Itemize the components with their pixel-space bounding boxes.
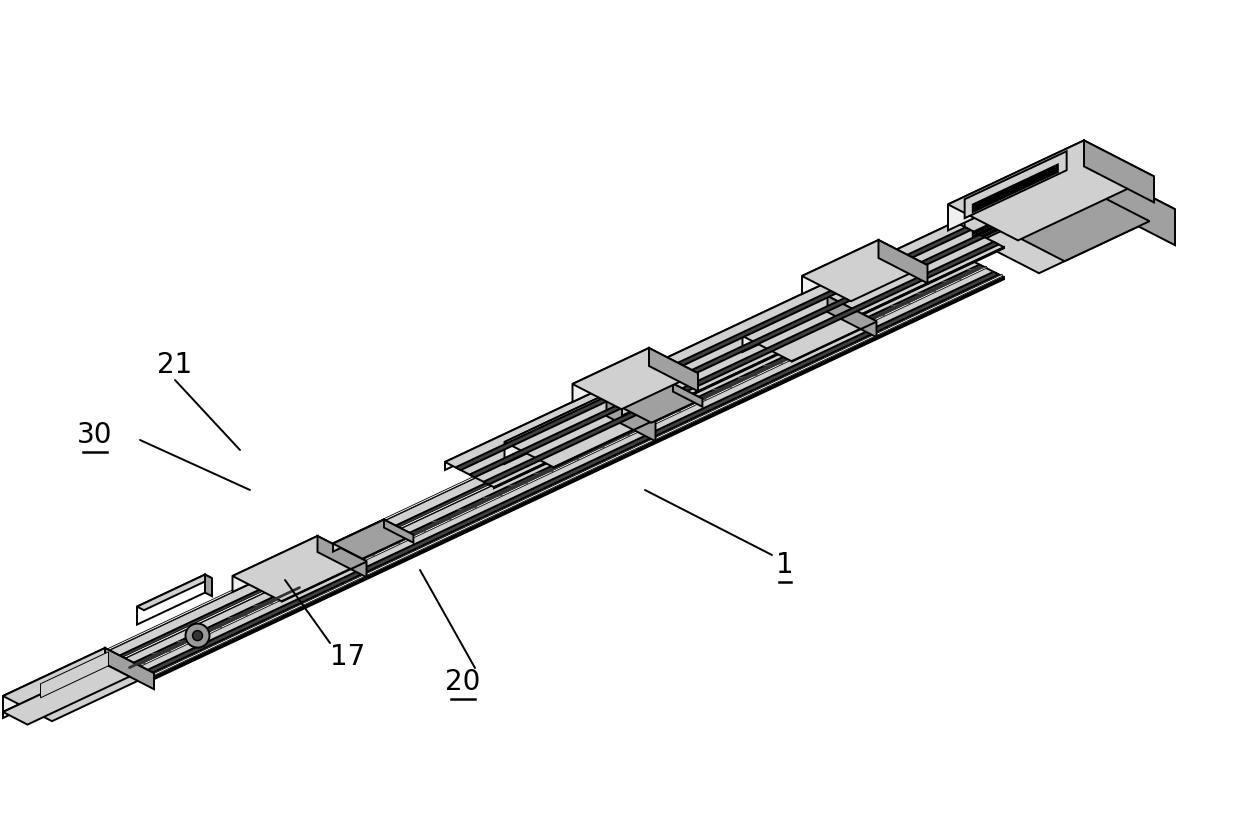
- Circle shape: [192, 631, 202, 641]
- Polygon shape: [802, 240, 928, 301]
- Polygon shape: [973, 164, 1058, 206]
- Polygon shape: [138, 574, 204, 625]
- Polygon shape: [973, 170, 1058, 212]
- Polygon shape: [154, 277, 1004, 679]
- Polygon shape: [317, 536, 367, 577]
- Polygon shape: [742, 296, 828, 352]
- Polygon shape: [742, 296, 876, 361]
- Polygon shape: [948, 163, 1175, 273]
- Polygon shape: [1084, 140, 1154, 203]
- Polygon shape: [445, 222, 955, 470]
- Polygon shape: [470, 235, 985, 477]
- Polygon shape: [948, 163, 1084, 262]
- Polygon shape: [483, 242, 999, 485]
- Polygon shape: [965, 151, 1067, 218]
- Polygon shape: [152, 274, 1002, 676]
- Polygon shape: [622, 383, 703, 422]
- Text: 30: 30: [77, 421, 113, 449]
- Polygon shape: [1084, 163, 1175, 245]
- Polygon shape: [965, 174, 1067, 248]
- Polygon shape: [233, 536, 317, 592]
- Circle shape: [186, 623, 209, 647]
- Polygon shape: [554, 419, 655, 468]
- Text: 20: 20: [445, 668, 481, 696]
- Polygon shape: [973, 196, 1058, 238]
- Polygon shape: [572, 348, 649, 402]
- Polygon shape: [130, 265, 985, 667]
- Polygon shape: [233, 536, 367, 601]
- Polygon shape: [974, 174, 1150, 261]
- Polygon shape: [973, 168, 1058, 209]
- Polygon shape: [572, 348, 698, 409]
- Polygon shape: [622, 383, 673, 416]
- Text: 1: 1: [776, 551, 794, 579]
- Polygon shape: [333, 520, 384, 552]
- Polygon shape: [649, 348, 698, 391]
- Polygon shape: [115, 257, 970, 660]
- Polygon shape: [504, 394, 607, 464]
- Polygon shape: [136, 266, 986, 668]
- Polygon shape: [973, 200, 1058, 242]
- Polygon shape: [792, 321, 876, 362]
- Polygon shape: [120, 258, 970, 660]
- Polygon shape: [948, 140, 1084, 231]
- Polygon shape: [504, 394, 655, 467]
- Polygon shape: [105, 648, 154, 689]
- Text: 17: 17: [331, 643, 366, 671]
- Polygon shape: [105, 252, 955, 660]
- Polygon shape: [41, 652, 109, 698]
- Polygon shape: [2, 664, 130, 725]
- Polygon shape: [673, 383, 703, 407]
- Polygon shape: [144, 271, 999, 675]
- Polygon shape: [456, 227, 970, 470]
- Polygon shape: [281, 561, 367, 603]
- Text: 21: 21: [157, 351, 192, 379]
- Polygon shape: [384, 520, 414, 543]
- Polygon shape: [973, 192, 1058, 234]
- Polygon shape: [204, 574, 212, 596]
- Polygon shape: [138, 574, 212, 610]
- Polygon shape: [494, 247, 1004, 488]
- Polygon shape: [445, 222, 1004, 487]
- Polygon shape: [802, 240, 878, 294]
- Polygon shape: [878, 240, 928, 283]
- Polygon shape: [333, 520, 414, 559]
- Polygon shape: [105, 250, 955, 652]
- Polygon shape: [105, 252, 1004, 677]
- Polygon shape: [2, 664, 105, 718]
- Polygon shape: [828, 296, 876, 337]
- Polygon shape: [948, 140, 1154, 241]
- Polygon shape: [2, 648, 105, 712]
- Polygon shape: [607, 394, 655, 442]
- Polygon shape: [2, 648, 154, 721]
